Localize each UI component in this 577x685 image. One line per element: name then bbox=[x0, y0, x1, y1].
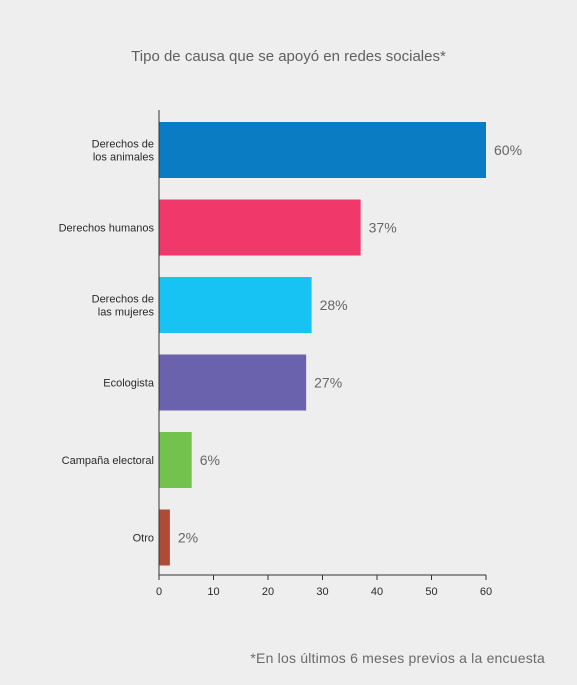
category-label: Ecologista bbox=[103, 378, 155, 390]
category-label-line: los animales bbox=[93, 152, 155, 164]
footnote: *En los últimos 6 meses previos a la enc… bbox=[250, 650, 545, 666]
bar bbox=[159, 509, 170, 566]
value-label: 28% bbox=[320, 297, 348, 313]
bar bbox=[159, 354, 307, 411]
x-axis: 0 10 20 30 40 50 60 bbox=[156, 110, 492, 598]
category-label-line: Derechos de bbox=[92, 294, 154, 306]
chart-title: Tipo de causa que se apoyó en redes soci… bbox=[131, 48, 446, 65]
category-label-line: las mujeres bbox=[98, 307, 155, 319]
bar bbox=[159, 122, 486, 178]
category-label-line: Derechos de bbox=[92, 139, 154, 151]
category-label: Otro bbox=[133, 533, 154, 545]
bar bbox=[159, 199, 361, 256]
value-label: 60% bbox=[494, 142, 522, 158]
x-tick-label: 40 bbox=[371, 586, 383, 598]
category-label: Derechos de los animales bbox=[92, 139, 155, 164]
category-label-line: Otro bbox=[133, 533, 154, 545]
value-label: 27% bbox=[314, 375, 342, 391]
category-label: Derechos de las mujeres bbox=[92, 294, 155, 319]
value-label: 2% bbox=[178, 530, 198, 546]
category-label-line: Campaña electoral bbox=[62, 455, 154, 467]
bar bbox=[159, 277, 312, 333]
category-label-line: Derechos humanos bbox=[59, 223, 155, 235]
x-tick-label: 50 bbox=[425, 586, 437, 598]
x-tick-label: 10 bbox=[207, 586, 219, 598]
category-label: Campaña electoral bbox=[62, 455, 154, 467]
value-label: 6% bbox=[200, 452, 220, 468]
value-label: 37% bbox=[369, 220, 397, 236]
x-tick-label: 0 bbox=[156, 586, 162, 598]
x-tick-label: 30 bbox=[316, 586, 328, 598]
category-label-line: Ecologista bbox=[103, 378, 155, 390]
bar bbox=[159, 432, 192, 488]
category-label: Derechos humanos bbox=[59, 223, 155, 235]
x-tick-label: 60 bbox=[480, 586, 492, 598]
x-tick-label: 20 bbox=[262, 586, 274, 598]
